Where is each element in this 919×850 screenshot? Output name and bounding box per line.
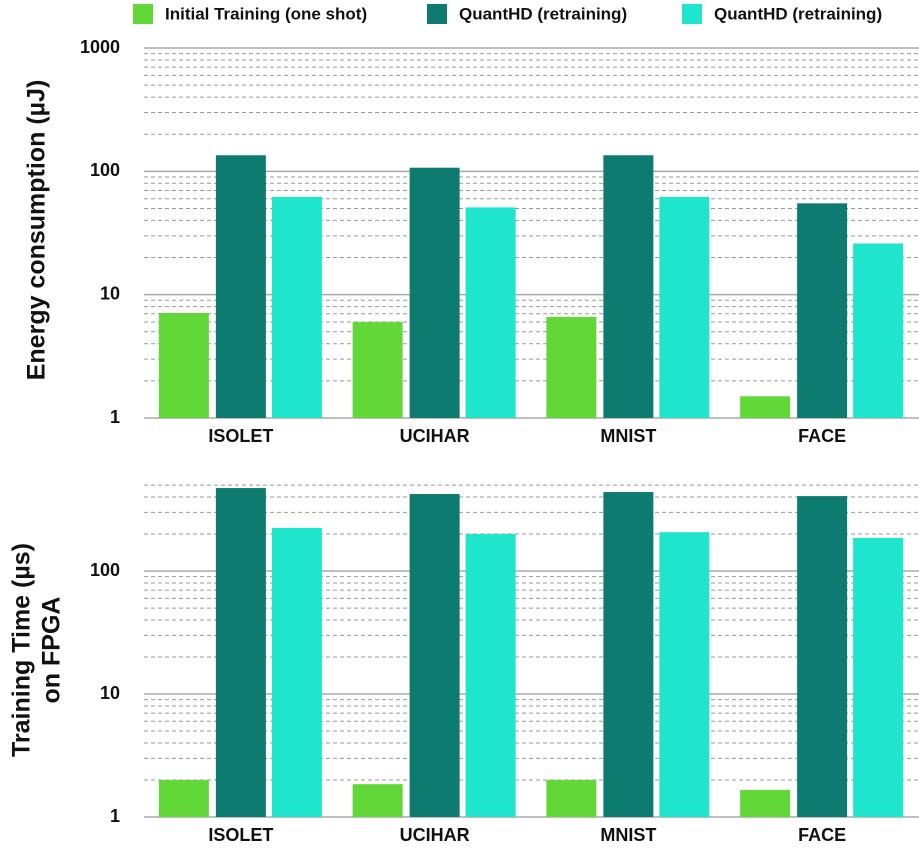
legend-label: Initial Training (one shot) [165,4,367,23]
bar [465,207,516,418]
x-tick-label: FACE [798,426,846,446]
x-tick-label: ISOLET [208,426,273,446]
y-tick-label: 100 [90,560,120,580]
bar [740,396,791,418]
y-tick-label: 10 [100,283,120,303]
x-tick-label: MNIST [600,825,656,845]
y-tick-label: 1 [110,407,120,427]
bar [853,537,904,817]
legend-label: QuantHD (retraining) [459,4,627,23]
x-tick-label: ISOLET [208,825,273,845]
legend-label: QuantHD (retraining) [714,4,882,23]
bar [603,155,654,418]
bar [546,779,597,817]
bar [797,496,848,817]
bar [546,316,597,418]
bar [603,492,654,817]
x-tick-label: MNIST [600,426,656,446]
bar [158,779,209,817]
y-axis-label: Energy consumption (µJ) [23,80,51,381]
bar [409,494,460,817]
y-tick-label: 10 [100,683,120,703]
bar [271,527,322,817]
bar [659,532,710,817]
bar [158,313,209,418]
bar [659,196,710,418]
bar [740,789,791,817]
legend-swatch [427,4,447,24]
legend-swatch [133,4,153,24]
bar [853,243,904,418]
y-tick-label: 1000 [80,37,120,57]
y-tick-label: 100 [90,160,120,180]
bar [215,488,266,817]
bar [352,322,403,418]
y-axis-label: Training Time (µs) [8,543,36,757]
bar [271,196,322,418]
y-axis-label: on FPGA [38,597,66,704]
bar [465,534,516,817]
x-tick-label: UCIHAR [400,426,470,446]
bar [352,784,403,817]
bar [409,167,460,418]
x-tick-label: UCIHAR [400,825,470,845]
y-tick-label: 1 [110,806,120,826]
bar [797,203,848,418]
bar [215,155,266,418]
legend-swatch [682,4,702,24]
x-tick-label: FACE [798,825,846,845]
